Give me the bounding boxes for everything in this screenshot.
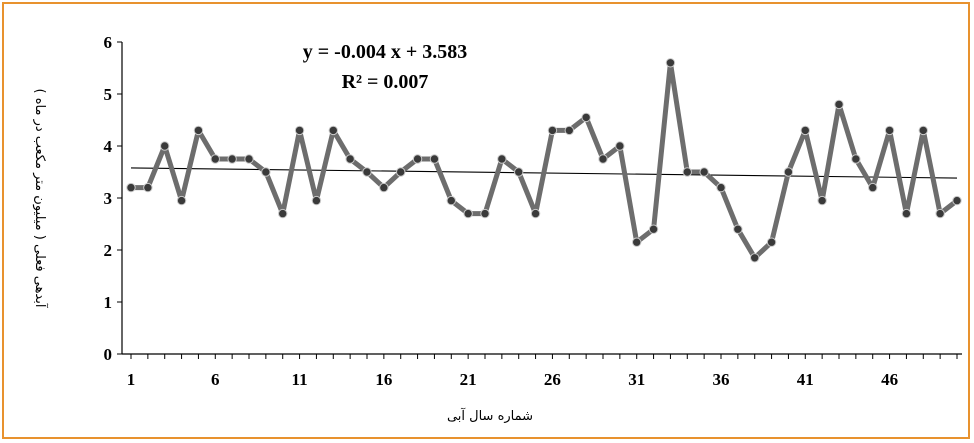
data-point xyxy=(648,224,659,234)
series-layer xyxy=(126,58,962,263)
data-point xyxy=(514,167,524,177)
trend-equation: y = -0.004 x + 3.583 xyxy=(303,41,467,63)
x-tick-label: 46 xyxy=(881,370,898,389)
data-point xyxy=(463,208,473,219)
data-point xyxy=(598,154,608,164)
x-tick-label: 1 xyxy=(127,370,136,389)
y-tick-label: 5 xyxy=(104,85,113,104)
data-point xyxy=(412,154,423,164)
data-point xyxy=(530,208,541,219)
y-tick-label: 1 xyxy=(104,293,113,312)
data-point xyxy=(834,99,844,110)
data-point xyxy=(160,141,170,151)
y-tick-label: 4 xyxy=(104,137,113,156)
data-point xyxy=(328,125,338,136)
series-line xyxy=(131,60,959,261)
data-point xyxy=(176,195,187,206)
x-tick-label: 16 xyxy=(375,370,392,389)
y-tick-label: 0 xyxy=(104,345,113,364)
data-point xyxy=(446,195,456,206)
data-point xyxy=(665,58,676,68)
data-point xyxy=(817,195,827,206)
data-point xyxy=(396,167,406,177)
data-point xyxy=(345,154,355,164)
data-point xyxy=(918,125,928,136)
x-tick-label: 31 xyxy=(628,370,645,389)
data-point xyxy=(497,154,507,164)
data-point xyxy=(952,195,962,206)
data-point xyxy=(379,182,389,193)
data-point xyxy=(564,125,574,136)
y-axis-title: آبدهی فعلی ( میلیون متر مکعب در ماه ) xyxy=(32,89,49,309)
y-tick-label: 3 xyxy=(104,189,113,208)
x-tick-label: 21 xyxy=(460,370,477,389)
data-point xyxy=(210,154,220,164)
data-point xyxy=(733,224,743,234)
data-point xyxy=(615,141,625,151)
data-point xyxy=(783,167,794,177)
x-tick-label: 6 xyxy=(211,370,220,389)
data-point xyxy=(901,208,912,219)
y-tick-label: 6 xyxy=(104,33,113,52)
data-point xyxy=(244,154,254,164)
data-point xyxy=(480,208,490,219)
data-point xyxy=(429,154,440,164)
data-point xyxy=(682,167,692,177)
data-point xyxy=(632,237,642,247)
axes xyxy=(117,41,962,359)
x-tick-label: 41 xyxy=(797,370,814,389)
data-point xyxy=(766,237,777,247)
data-point xyxy=(581,112,591,123)
data-point xyxy=(868,182,878,193)
x-tick-label: 36 xyxy=(713,370,730,389)
data-point xyxy=(278,208,288,219)
x-axis-title: شماره سال آبی xyxy=(447,407,533,424)
data-point xyxy=(699,167,709,177)
data-point xyxy=(362,167,372,177)
x-tick-label: 26 xyxy=(544,370,561,389)
data-point xyxy=(750,253,760,263)
data-point xyxy=(547,125,558,136)
x-tick-label: 11 xyxy=(292,370,308,389)
data-point xyxy=(294,125,305,136)
data-point xyxy=(227,154,237,164)
y-tick-label: 2 xyxy=(104,241,113,260)
data-point xyxy=(851,154,861,164)
data-point xyxy=(261,167,271,177)
data-point xyxy=(716,182,726,193)
data-point xyxy=(126,182,136,193)
data-point xyxy=(800,125,810,136)
data-point xyxy=(311,195,322,206)
data-point xyxy=(193,125,204,136)
data-point xyxy=(143,182,153,193)
data-point xyxy=(884,125,895,136)
data-point xyxy=(935,208,945,219)
r-squared-label: R² = 0.007 xyxy=(342,71,429,93)
